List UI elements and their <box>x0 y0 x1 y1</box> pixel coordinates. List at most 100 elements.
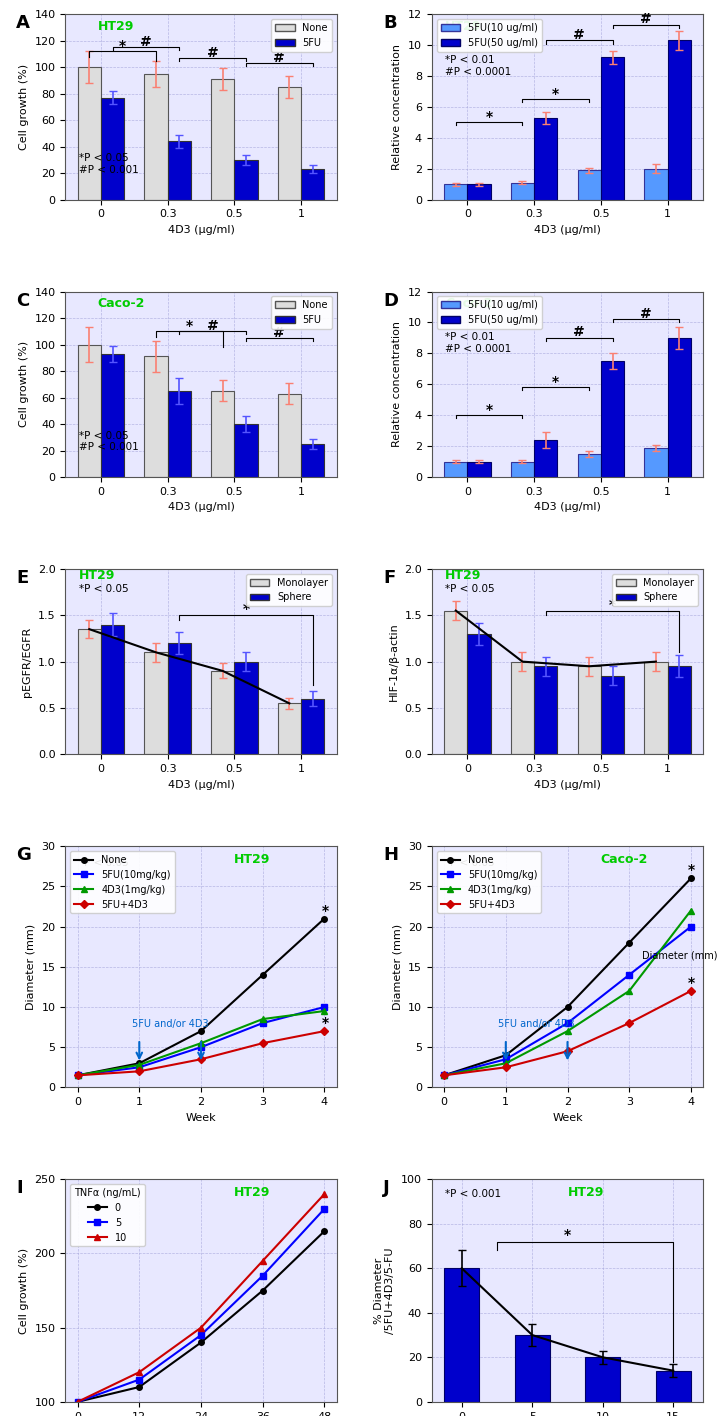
Y-axis label: Cell growth (%): Cell growth (%) <box>19 341 29 428</box>
Text: HT29: HT29 <box>445 569 481 582</box>
Text: #: # <box>273 51 285 65</box>
Text: 5FU and/or 4D3: 5FU and/or 4D3 <box>132 1020 209 1029</box>
Bar <box>578 170 601 200</box>
Bar <box>278 704 301 755</box>
Text: *: * <box>321 903 328 918</box>
Text: *P < 0.05: *P < 0.05 <box>79 583 128 593</box>
Text: HT29: HT29 <box>568 1185 604 1199</box>
X-axis label: 4D3 (μg/ml): 4D3 (μg/ml) <box>167 503 234 513</box>
Text: E: E <box>17 569 28 586</box>
Text: *P < 0.05
#P < 0.001: *P < 0.05 #P < 0.001 <box>79 153 138 176</box>
Bar <box>601 361 624 477</box>
X-axis label: 4D3 (μg/ml): 4D3 (μg/ml) <box>534 503 601 513</box>
Y-axis label: pEGFR/EGFR: pEGFR/EGFR <box>22 626 32 697</box>
Bar <box>468 462 491 477</box>
Bar <box>444 610 468 755</box>
Bar <box>167 391 191 477</box>
Text: D: D <box>383 292 398 310</box>
Bar <box>144 653 167 755</box>
Bar <box>601 675 624 755</box>
Bar <box>278 86 301 200</box>
Y-axis label: Cell growth (%): Cell growth (%) <box>19 1247 29 1334</box>
Legend: None, 5FU: None, 5FU <box>271 18 332 51</box>
Bar <box>534 440 558 477</box>
Text: *: * <box>688 864 695 878</box>
Text: *: * <box>486 402 493 416</box>
Text: H: H <box>383 847 398 864</box>
Bar <box>78 629 101 755</box>
Bar <box>167 643 191 755</box>
Bar <box>511 462 534 477</box>
X-axis label: 4D3 (μg/ml): 4D3 (μg/ml) <box>167 225 234 235</box>
Bar <box>101 354 124 477</box>
Text: 5FU and/or 4D3: 5FU and/or 4D3 <box>498 1020 575 1029</box>
Text: *: * <box>609 598 616 612</box>
Text: *: * <box>688 976 695 990</box>
Text: *P < 0.01
#P < 0.0001: *P < 0.01 #P < 0.0001 <box>445 333 512 354</box>
Bar <box>301 443 324 477</box>
Bar <box>234 160 257 200</box>
Text: Caco-2: Caco-2 <box>98 297 145 310</box>
Bar <box>78 67 101 200</box>
Bar <box>655 1371 691 1402</box>
Legend: None, 5FU(10mg/kg), 4D3(1mg/kg), 5FU+4D3: None, 5FU(10mg/kg), 4D3(1mg/kg), 5FU+4D3 <box>70 851 175 913</box>
Text: #: # <box>207 319 218 333</box>
Y-axis label: Relative concentration: Relative concentration <box>392 321 402 447</box>
Text: *P < 0.01
#P < 0.0001: *P < 0.01 #P < 0.0001 <box>445 55 512 76</box>
Bar <box>144 357 167 477</box>
Text: #: # <box>640 13 652 27</box>
Text: HT29: HT29 <box>233 1185 270 1199</box>
Legend: Monolayer, Sphere: Monolayer, Sphere <box>246 573 332 606</box>
Text: #: # <box>207 45 218 59</box>
Text: #: # <box>573 326 585 340</box>
Y-axis label: % Diameter
/5FU+4D3/5-FU: % Diameter /5FU+4D3/5-FU <box>374 1247 395 1334</box>
Bar <box>278 394 301 477</box>
Text: *: * <box>321 1017 328 1029</box>
Bar <box>511 661 534 755</box>
Text: B: B <box>383 14 397 33</box>
Text: #: # <box>140 35 152 50</box>
Bar <box>578 455 601 477</box>
Bar <box>468 634 491 755</box>
Bar <box>668 667 691 755</box>
Bar <box>301 169 324 200</box>
Bar <box>578 667 601 755</box>
Y-axis label: Diameter (mm): Diameter (mm) <box>26 923 36 1010</box>
Bar <box>211 391 234 477</box>
Y-axis label: Diameter (mm): Diameter (mm) <box>392 923 402 1010</box>
Legend: Monolayer, Sphere: Monolayer, Sphere <box>613 573 698 606</box>
Bar <box>468 184 491 200</box>
Text: *P < 0.05: *P < 0.05 <box>445 858 495 868</box>
Bar <box>211 671 234 755</box>
Text: *: * <box>486 110 493 123</box>
Y-axis label: Relative concentration: Relative concentration <box>392 44 402 170</box>
Text: G: G <box>17 847 31 864</box>
X-axis label: 4D3 (μg/ml): 4D3 (μg/ml) <box>534 780 601 790</box>
Text: *: * <box>552 375 560 389</box>
Bar <box>144 74 167 200</box>
Bar <box>211 79 234 200</box>
Text: #: # <box>640 307 652 321</box>
Text: *P < 0.05: *P < 0.05 <box>79 858 128 868</box>
Bar <box>101 624 124 755</box>
Text: *: * <box>564 1228 571 1242</box>
Text: HT29: HT29 <box>79 569 115 582</box>
Bar <box>645 661 668 755</box>
Legend: None, 5FU: None, 5FU <box>271 296 332 329</box>
Y-axis label: Cell growth (%): Cell growth (%) <box>19 64 29 150</box>
Legend: 5FU(10 ug/ml), 5FU(50 ug/ml): 5FU(10 ug/ml), 5FU(50 ug/ml) <box>436 18 542 51</box>
Bar <box>645 447 668 477</box>
Text: *P < 0.05: *P < 0.05 <box>445 583 495 593</box>
Text: Caco-2: Caco-2 <box>445 297 493 310</box>
Text: #: # <box>273 326 285 340</box>
Text: *P < 0.001: *P < 0.001 <box>445 1189 502 1199</box>
Bar <box>444 462 468 477</box>
Bar <box>78 344 101 477</box>
Legend: 0, 5, 10: 0, 5, 10 <box>70 1184 144 1246</box>
Text: *: * <box>242 602 249 616</box>
Text: HT29: HT29 <box>233 854 270 867</box>
Bar <box>668 338 691 477</box>
X-axis label: 4D3 (μg/ml): 4D3 (μg/ml) <box>534 225 601 235</box>
Bar <box>534 118 558 200</box>
Text: F: F <box>383 569 395 586</box>
